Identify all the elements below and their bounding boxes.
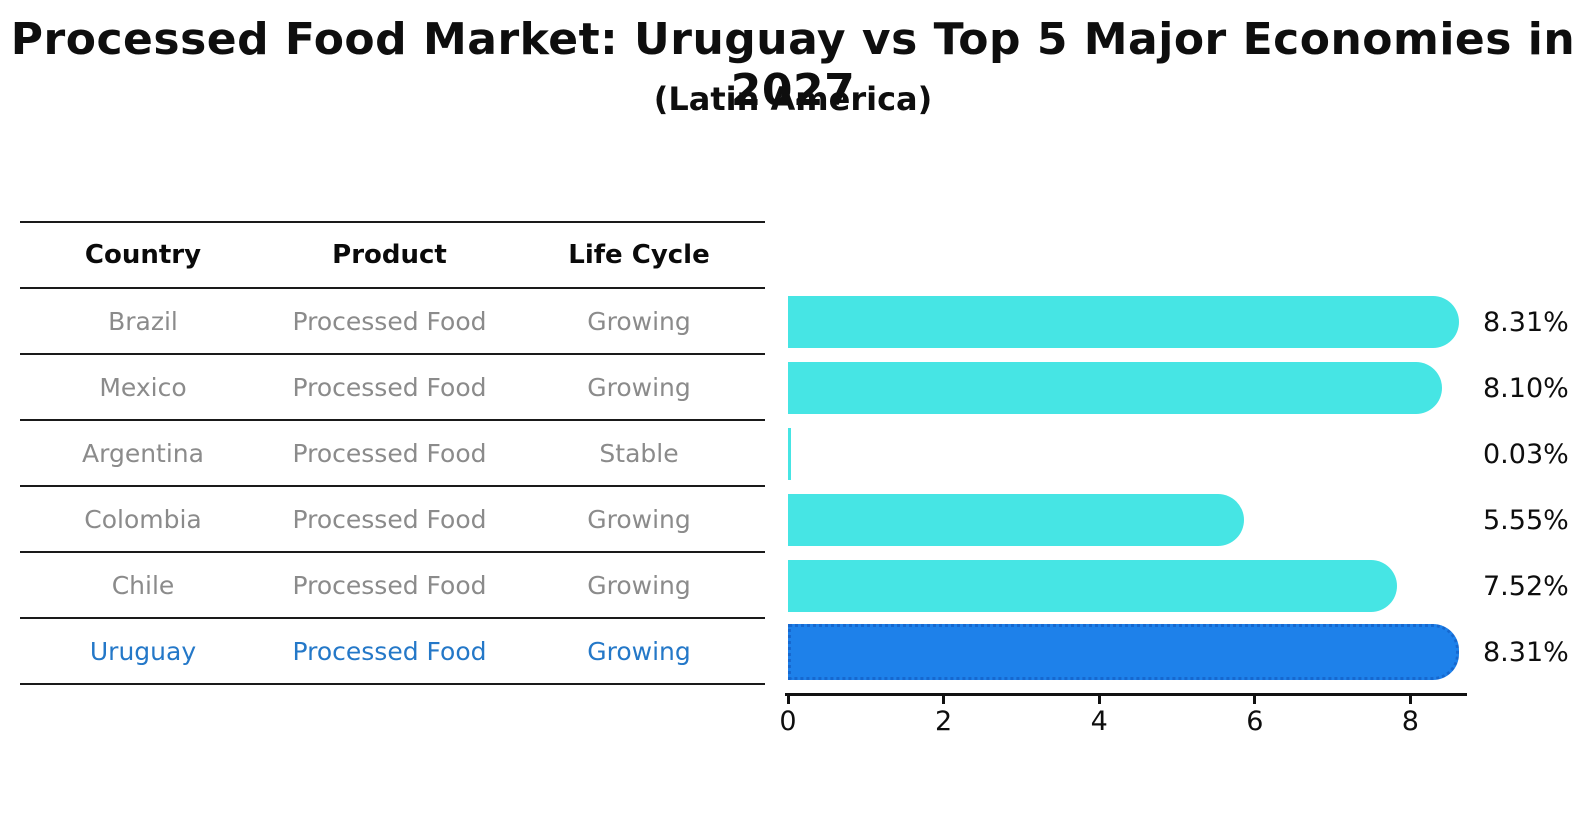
table-cell: Processed Food (292, 306, 487, 336)
bar-colombia (788, 494, 1244, 546)
x-axis-tick (786, 695, 790, 704)
table-cell: Growing (587, 570, 691, 600)
x-axis-tick (1408, 695, 1412, 704)
table-cell: Chile (111, 570, 175, 600)
table-row-colombia: Colombia Processed Food Growing (20, 487, 765, 553)
column-header: Product (332, 240, 447, 270)
table-cell: Argentina (82, 438, 204, 468)
table-row-argentina: Argentina Processed Food Stable (20, 421, 765, 487)
table-cell: Processed Food (292, 372, 487, 402)
table-cell: Processed Food (292, 438, 487, 468)
bar-mexico (788, 362, 1443, 414)
bar-chile (788, 560, 1398, 612)
bar-value-label-uruguay: 8.31% (1483, 636, 1569, 668)
table-header-row: Country Product Life Cycle (20, 223, 765, 289)
table-cell: Processed Food (292, 636, 487, 666)
table-row-chile: Chile Processed Food Growing (20, 553, 765, 619)
bar-brazil (788, 296, 1459, 348)
country-table: Country Product Life Cycle Brazil Processed … (20, 221, 765, 685)
x-axis-tick-label: 2 (935, 706, 953, 737)
bar-value-label-colombia: 5.55% (1483, 504, 1569, 536)
table-cell: Brazil (108, 306, 178, 336)
table-cell: Processed Food (292, 504, 487, 534)
x-axis-tick (942, 695, 946, 704)
table-row-uruguay: Uruguay Processed Food Growing (20, 619, 765, 685)
table-cell: Stable (599, 438, 679, 468)
bar-value-label-chile: 7.52% (1483, 570, 1569, 602)
chart-title: Processed Food Market: Uruguay vs Top 5 … (10, 14, 1576, 116)
table-row-mexico: Mexico Processed Food Growing (20, 355, 765, 421)
column-header: Country (84, 240, 202, 270)
bar-value-label-argentina: 0.03% (1483, 438, 1569, 470)
x-axis-tick-label: 8 (1401, 706, 1419, 737)
x-axis-line (785, 693, 1467, 696)
table-cell: Growing (587, 372, 691, 402)
x-axis-tick-label: 0 (779, 706, 797, 737)
table-cell: Growing (587, 306, 691, 336)
x-axis-tick (1253, 695, 1257, 704)
table-cell: Processed Food (292, 570, 487, 600)
bar-value-label-mexico: 8.10% (1483, 372, 1569, 404)
column-header: Life Cycle (568, 240, 710, 270)
table-cell: Colombia (84, 504, 202, 534)
x-axis-tick-label: 6 (1246, 706, 1264, 737)
table-cell: Mexico (99, 372, 187, 402)
bar-uruguay (788, 624, 1459, 680)
table-cell: Growing (587, 504, 691, 534)
x-axis-tick (1097, 695, 1101, 704)
bar-value-label-brazil: 8.31% (1483, 306, 1569, 338)
x-axis-tick-label: 4 (1090, 706, 1108, 737)
table-cell: Uruguay (89, 636, 197, 666)
chart-subtitle: (Latin America) (653, 80, 933, 118)
table-cell: Growing (587, 636, 691, 666)
bar-argentina (788, 428, 791, 480)
table-row-brazil: Brazil Processed Food Growing (20, 289, 765, 355)
